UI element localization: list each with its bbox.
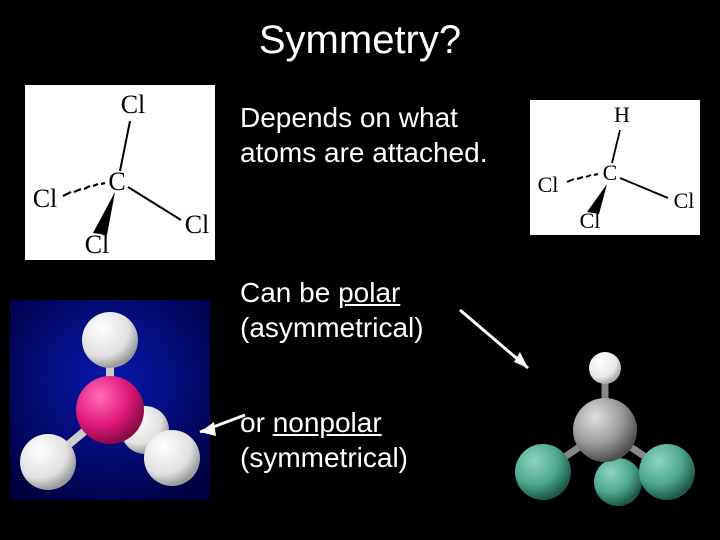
- arrow-nonpolar: [190, 400, 260, 450]
- text-nonpolar: or nonpolar (symmetrical): [240, 405, 500, 475]
- polar-post: (asymmetrical): [240, 312, 424, 343]
- lewis-right-right: Cl: [674, 188, 695, 213]
- lewis-right-bl1: Cl: [538, 172, 559, 197]
- lewis-left-center: C: [108, 167, 125, 196]
- lewis-right-top: H: [614, 102, 630, 127]
- ballstick-nonpolar: [10, 300, 210, 500]
- arrow-polar: [450, 300, 550, 390]
- lewis-chcl3: C H Cl Cl Cl: [530, 100, 700, 235]
- lewis-left-right: Cl: [185, 210, 210, 239]
- lewis-right-center: C: [603, 160, 618, 185]
- lewis-left-bl1: Cl: [33, 184, 58, 213]
- lewis-left-top: Cl: [121, 90, 146, 119]
- polar-pre: Can be: [240, 277, 338, 308]
- nonpolar-post: (symmetrical): [240, 442, 408, 473]
- polar-word: polar: [338, 277, 400, 308]
- slide-title: Symmetry?: [0, 18, 720, 63]
- text-depends: Depends on what atoms are attached.: [240, 100, 500, 170]
- lewis-ccl4: C Cl Cl Cl Cl: [25, 85, 215, 260]
- nonpolar-word: nonpolar: [273, 407, 382, 438]
